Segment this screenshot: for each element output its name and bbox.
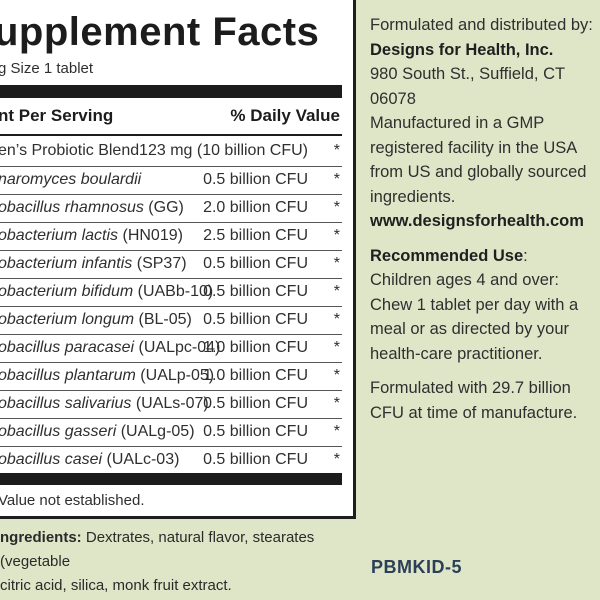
- ingredient-amount: 0.5 billion CFU: [203, 395, 308, 412]
- daily-value-marker: *: [333, 339, 340, 356]
- ingredient-amount: 0.5 billion CFU: [203, 255, 308, 272]
- supplement-facts-panel: upplement Facts g Size 1 tablet nt Per S…: [0, 0, 356, 519]
- divider-thick-bottom: [0, 473, 342, 485]
- ingredient-amount: 2.0 billion CFU: [203, 199, 308, 216]
- ingredient-row: obacillus plantarum (UALp-05) 1.0 billion…: [0, 363, 342, 391]
- ingredient-name: obacillus plantarum (UALp-05): [0, 367, 215, 384]
- ingredient-amount: 0.5 billion CFU: [203, 423, 308, 440]
- panel-title: upplement Facts: [0, 10, 320, 54]
- product-code: PBMKID-5: [371, 557, 463, 577]
- daily-value-footnote: Value not established.: [0, 492, 145, 509]
- daily-value-marker: *: [333, 367, 340, 384]
- company-name: Designs for Health, Inc.: [370, 40, 554, 59]
- website-link[interactable]: www.designsforhealth.com: [370, 212, 584, 230]
- ingredient-name: obacterium lactis (HN019): [0, 227, 183, 244]
- daily-value-marker: *: [333, 451, 340, 468]
- column-header: nt Per Serving % Daily Value: [0, 106, 342, 128]
- daily-value-marker: *: [333, 255, 340, 272]
- daily-value-marker: *: [333, 227, 340, 244]
- ingredient-name: obacillus salivarius (UALs-07): [0, 395, 209, 412]
- company-address: 980 South St., Suffield, CT 06078: [370, 65, 565, 108]
- other-ingredients: ngredients: Dextrates, natural flavor, s…: [0, 526, 358, 598]
- daily-value-marker: *: [333, 395, 340, 412]
- ingredient-row: obacterium longum (BL-05) 0.5 billion CFU…: [0, 307, 342, 335]
- ingredient-amount: 0.5 billion CFU: [203, 451, 308, 468]
- ingredient-amount: 0.5 billion CFU: [203, 311, 308, 328]
- divider-thick: [0, 85, 342, 98]
- recommended-use: Recommended Use:: [370, 246, 528, 265]
- recommended-use-label: Recommended Use: [370, 246, 524, 265]
- formulation-statement: Formulated with 29.7 billion CFU at time…: [370, 379, 578, 422]
- other-ingredients-text-2: citric acid, silica, monk fruit extract.: [0, 577, 232, 594]
- amount-per-serving-header: nt Per Serving: [0, 106, 114, 125]
- daily-value-marker: *: [333, 171, 340, 188]
- other-ingredients-label: ngredients:: [0, 529, 82, 546]
- ingredient-row: obacterium infantis (SP37) 0.5 billion CF…: [0, 251, 342, 279]
- ingredient-name: obacillus casei (UALc-03): [0, 451, 180, 468]
- daily-value-header: % Daily Value: [230, 106, 340, 125]
- ingredient-name: obacillus rhamnosus (GG): [0, 199, 184, 216]
- distributor-intro: Formulated and distributed by:: [370, 16, 593, 34]
- ingredient-row: obacillus rhamnosus (GG) 2.0 billion CFU *: [0, 195, 342, 223]
- ingredient-row: obacterium bifidum (UABb-10) 0.5 billion …: [0, 279, 342, 307]
- ingredient-amount: 0.5 billion CFU: [203, 283, 308, 300]
- ingredient-row: obacterium lactis (HN019) 2.5 billion CFU…: [0, 223, 342, 251]
- ingredient-amount: 1.0 billion CFU: [203, 339, 308, 356]
- ingredient-row: obacillus casei (UALc-03) 0.5 billion CFU…: [0, 447, 342, 475]
- daily-value-marker: *: [333, 283, 340, 300]
- ingredient-row: naromyces boulardii 0.5 billion CFU *: [0, 167, 342, 195]
- ingredient-list: en’s Probiotic Blend 123 mg (10 billion C…: [0, 138, 342, 475]
- ingredient-name: en’s Probiotic Blend: [0, 142, 140, 159]
- daily-value-marker: *: [333, 199, 340, 216]
- recommended-use-text: Children ages 4 and over: Chew 1 tablet …: [370, 271, 579, 363]
- serving-size: g Size 1 tablet: [0, 60, 94, 77]
- daily-value-marker: *: [333, 311, 340, 328]
- ingredient-row: en’s Probiotic Blend 123 mg (10 billion C…: [0, 138, 342, 167]
- ingredient-name: obacillus paracasei (UALpc-04): [0, 339, 221, 356]
- ingredient-amount: 123 mg (10 billion CFU): [139, 142, 308, 159]
- divider-thin: [0, 134, 342, 136]
- gmp-statement: Manufactured in a GMP registered facilit…: [370, 114, 587, 206]
- ingredient-amount: 2.5 billion CFU: [203, 227, 308, 244]
- ingredient-name: obacterium longum (BL-05): [0, 311, 192, 328]
- ingredient-name: naromyces boulardii: [0, 171, 142, 188]
- ingredient-row: obacillus gasseri (UALg-05) 0.5 billion C…: [0, 419, 342, 447]
- ingredient-name: obacterium infantis (SP37): [0, 255, 187, 272]
- ingredient-amount: 0.5 billion CFU: [203, 171, 308, 188]
- ingredient-row: obacillus paracasei (UALpc-04) 1.0 billio…: [0, 335, 342, 363]
- ingredient-name: obacillus gasseri (UALg-05): [0, 423, 195, 440]
- ingredient-row: obacillus salivarius (UALs-07) 0.5 billio…: [0, 391, 342, 419]
- distributor-info: Formulated and distributed by: Designs f…: [370, 13, 600, 425]
- daily-value-marker: *: [333, 423, 340, 440]
- ingredient-name: obacterium bifidum (UABb-10): [0, 283, 214, 300]
- ingredient-amount: 1.0 billion CFU: [203, 367, 308, 384]
- daily-value-marker: *: [333, 142, 340, 159]
- other-ingredients-text: Dextrates, natural flavor, stearates (ve…: [0, 529, 315, 570]
